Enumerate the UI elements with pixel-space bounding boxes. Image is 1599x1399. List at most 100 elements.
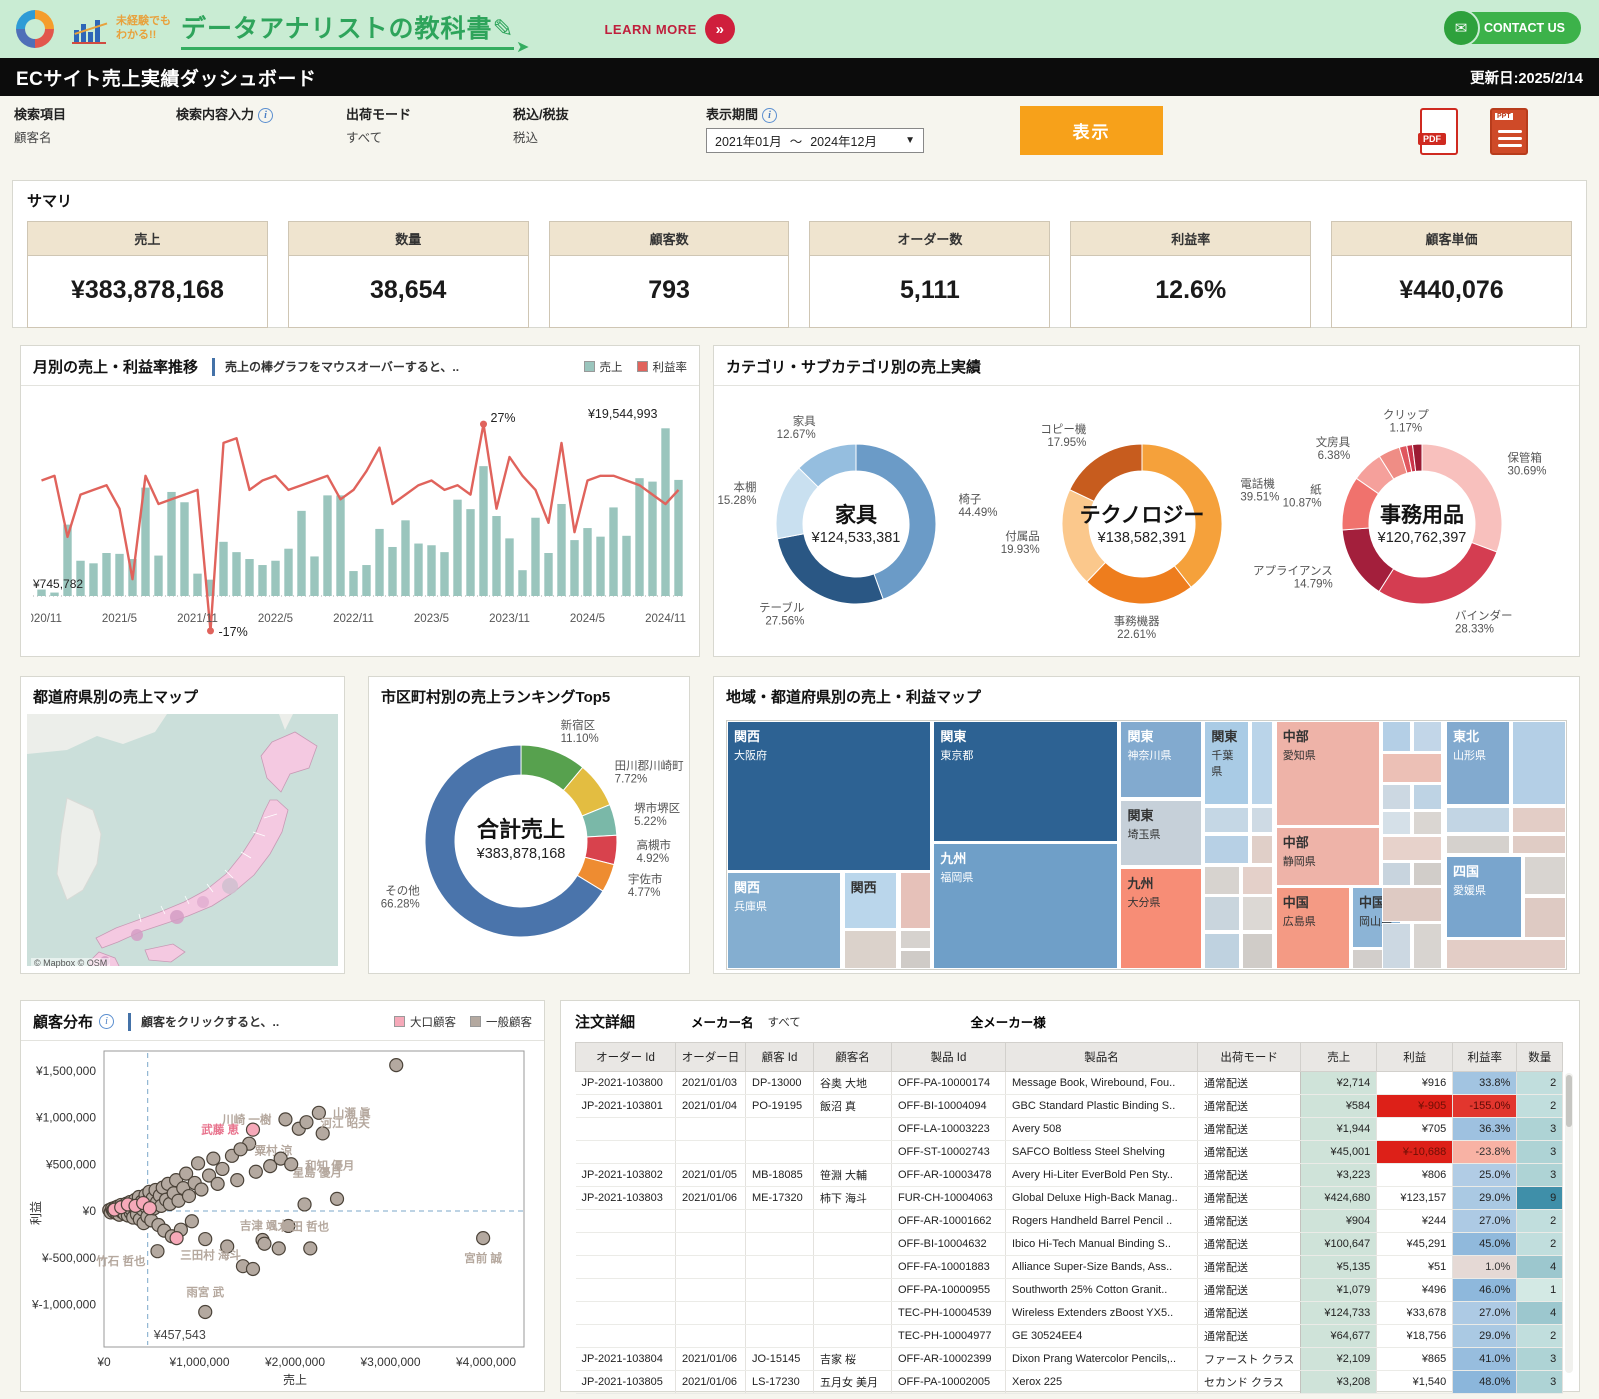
customer-point[interactable] [278, 1112, 293, 1127]
treemap-cell[interactable] [1446, 834, 1510, 855]
column-header[interactable]: 顧客 Id [745, 1042, 814, 1072]
donut-slice[interactable] [798, 443, 857, 488]
treemap-cell[interactable] [899, 930, 931, 949]
customer-point[interactable] [184, 1214, 199, 1229]
tax-value[interactable]: 税込 [513, 131, 539, 145]
category-donut-charts[interactable]: 椅子 44.49% テーブル 27.56% 本棚 15.28% 家具 12.67% 家具 ¥124… [714, 388, 1569, 656]
treemap-cell[interactable]: 東北 山形県 [1446, 721, 1510, 806]
customer-point[interactable] [198, 1231, 213, 1247]
treemap-cell[interactable]: 関東 東京都 [933, 721, 1118, 842]
contact-us-button[interactable]: ✉ CONTACT US [1441, 9, 1581, 47]
treemap-cell[interactable]: 中部 愛知県 [1275, 721, 1380, 826]
treemap-cell[interactable] [1242, 895, 1274, 932]
treemap-cell[interactable] [1512, 834, 1566, 855]
treemap-cell[interactable]: 関西 [843, 871, 898, 929]
treemap-cell[interactable] [1512, 806, 1566, 834]
treemap-cell[interactable] [1382, 810, 1411, 836]
treemap-cell[interactable]: 関東 千葉県 [1204, 721, 1249, 806]
treemap-cell[interactable] [843, 930, 898, 969]
treemap-cell[interactable] [1512, 721, 1566, 806]
treemap-cell[interactable] [1382, 923, 1411, 969]
order-row[interactable]: JP-2021-103802 2021/01/05 MB-18085 笹淵 大輔 OFF… [575, 1163, 1564, 1187]
customer-point[interactable] [142, 1201, 157, 1216]
customer-point[interactable] [299, 1115, 314, 1130]
treemap-cell[interactable]: 関西 兵庫県 [727, 871, 842, 969]
treemap-cell[interactable] [1446, 806, 1510, 834]
column-header[interactable]: 出荷モード [1196, 1042, 1302, 1072]
customer-point[interactable] [281, 1218, 296, 1234]
treemap-cell[interactable] [1242, 865, 1274, 895]
customer-point[interactable] [311, 1105, 326, 1120]
customer-point[interactable] [150, 1244, 165, 1259]
top5-donut-chart[interactable]: 新宿区 11.10% 田川郡川崎町 7.72% 堺市堺区 5.22% 高槻市 4.92% 宇佐市… [369, 711, 687, 971]
info-icon[interactable]: i [762, 108, 778, 123]
treemap-cell[interactable] [1382, 753, 1442, 783]
customer-point[interactable] [297, 1197, 312, 1212]
treemap-cell[interactable]: 九州 大分県 [1120, 867, 1202, 969]
customer-point[interactable] [198, 1304, 213, 1320]
customer-point[interactable] [245, 1261, 261, 1277]
customer-point[interactable] [329, 1191, 345, 1206]
treemap-cell[interactable] [1413, 721, 1442, 753]
treemap-cell[interactable] [1204, 895, 1240, 932]
customer-point[interactable] [271, 1241, 286, 1256]
order-row[interactable]: JP-2021-103804 2021/01/06 JO-15145 吉家 桜 OFF-… [575, 1347, 1564, 1371]
donut-slice[interactable] [1086, 561, 1192, 605]
customer-point[interactable] [284, 1157, 299, 1172]
treemap-cell[interactable] [1413, 810, 1442, 836]
order-row[interactable]: TEC-PH-10004977 GE 30524EE4 通常配送 ¥64,677 ¥18… [575, 1324, 1564, 1348]
treemap-cell[interactable] [1382, 887, 1442, 922]
treemap-cell[interactable] [1524, 855, 1566, 896]
customer-point[interactable] [190, 1156, 206, 1171]
order-row[interactable]: JP-2021-103805 2021/01/06 LS-17230 五月女 美月 OF… [575, 1370, 1564, 1394]
ppt-export-icon[interactable]: PPT [1490, 108, 1528, 155]
column-header[interactable]: 顧客名 [813, 1042, 892, 1072]
treemap-cell[interactable]: 九州 福岡県 [933, 842, 1118, 969]
customer-point[interactable] [169, 1231, 184, 1246]
pdf-export-icon[interactable]: PDF [1418, 108, 1458, 155]
customer-point[interactable] [476, 1231, 491, 1246]
treemap-cell[interactable] [1204, 834, 1249, 865]
customer-point[interactable] [248, 1164, 263, 1179]
column-header[interactable]: 利益 [1376, 1042, 1454, 1072]
donut-slice[interactable] [1141, 443, 1223, 588]
order-row[interactable]: JP-2021-103801 2021/01/04 PO-19195 飯沼 真 OFF-… [575, 1094, 1564, 1118]
treemap-cell[interactable] [1204, 932, 1240, 969]
maker-filter-value[interactable]: すべて [767, 1016, 801, 1029]
table-scrollbar[interactable] [1565, 1073, 1573, 1373]
customer-point[interactable] [220, 1239, 235, 1254]
order-row[interactable]: OFF-ST-10002743 SAFCO Boltless Steel Shel… [575, 1140, 1564, 1164]
learn-more-button[interactable]: LEARN MORE » [604, 14, 735, 44]
order-row[interactable]: JP-2021-103803 2021/01/06 ME-17320 柿下 海斗 FUR… [575, 1186, 1564, 1210]
customer-point[interactable] [263, 1159, 278, 1174]
order-row[interactable]: OFF-LA-10003223 Avery 508 通常配送 ¥1,944 ¥705 36… [575, 1117, 1564, 1141]
info-icon[interactable]: i [258, 108, 274, 123]
donut-slice[interactable] [1069, 443, 1143, 502]
donut-slice[interactable] [424, 744, 604, 938]
treemap-cell[interactable] [1382, 836, 1442, 861]
ship-mode-value[interactable]: すべて [346, 131, 383, 145]
treemap-cell[interactable] [1382, 784, 1411, 810]
donut-slice[interactable] [1411, 443, 1423, 472]
donut-slice[interactable] [855, 443, 937, 600]
treemap-cell[interactable] [1251, 721, 1274, 806]
column-header[interactable]: 売上 [1300, 1042, 1378, 1072]
customer-point[interactable] [215, 1161, 230, 1177]
order-row[interactable]: OFF-PA-10000955 Southworth 25% Cotton Gra… [575, 1278, 1564, 1302]
treemap-cell[interactable] [899, 871, 931, 929]
column-header[interactable]: 製品名 [1005, 1042, 1198, 1072]
treemap-cell[interactable]: 関西 大阪府 [727, 721, 931, 871]
order-row[interactable]: JP-2021-103800 2021/01/03 DP-13000 谷奥 大地 OFF… [575, 1071, 1564, 1095]
treemap-cell[interactable]: 中部 静岡県 [1275, 826, 1380, 886]
customer-point[interactable] [194, 1182, 209, 1197]
customer-point[interactable] [201, 1168, 217, 1183]
column-header[interactable]: オーダー日 [675, 1042, 746, 1072]
treemap-cell[interactable] [1382, 721, 1411, 753]
customer-point[interactable] [389, 1058, 404, 1073]
treemap-cell[interactable] [1413, 861, 1442, 887]
treemap-cell[interactable] [1413, 784, 1442, 810]
order-row[interactable]: OFF-FA-10001883 Alliance Super-Size Bands… [575, 1255, 1564, 1279]
column-header[interactable]: オーダー Id [575, 1042, 676, 1072]
japan-map[interactable] [27, 714, 338, 978]
show-button[interactable]: 表示 [1020, 106, 1163, 155]
